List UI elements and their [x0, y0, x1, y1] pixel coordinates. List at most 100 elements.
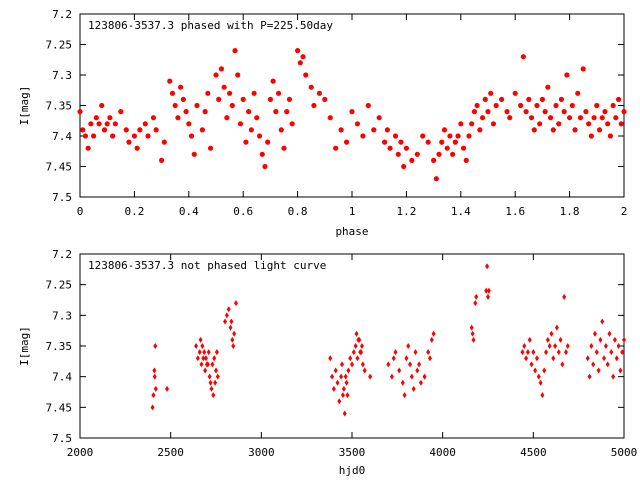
- data-point: [598, 336, 603, 343]
- data-point: [621, 109, 627, 115]
- data-point: [331, 385, 336, 392]
- data-point: [463, 157, 469, 163]
- data-point: [558, 96, 565, 102]
- data-series: [77, 48, 627, 182]
- data-point: [256, 133, 263, 139]
- data-point: [531, 127, 537, 133]
- data-point: [333, 367, 338, 374]
- data-point: [207, 373, 212, 380]
- data-point: [172, 102, 178, 109]
- data-point: [229, 318, 234, 325]
- data-point: [327, 115, 333, 121]
- data-point: [224, 312, 229, 319]
- data-point: [340, 361, 345, 368]
- data-point: [286, 96, 293, 102]
- data-point: [504, 109, 510, 115]
- data-point: [450, 151, 456, 157]
- data-point: [531, 349, 536, 356]
- data-point: [609, 349, 614, 356]
- data-point: [228, 324, 233, 331]
- data-point: [194, 343, 199, 349]
- data-point: [267, 96, 273, 102]
- data-point: [431, 157, 437, 163]
- data-point: [230, 336, 235, 343]
- data-point: [145, 133, 151, 139]
- data-point: [137, 127, 143, 133]
- data-point: [165, 385, 170, 392]
- data-point: [583, 109, 589, 115]
- data-point: [112, 121, 118, 127]
- data-point: [218, 66, 225, 72]
- data-point: [533, 367, 538, 374]
- data-point: [110, 133, 116, 139]
- data-point: [223, 318, 228, 325]
- data-point: [586, 121, 592, 127]
- data-point: [360, 133, 366, 139]
- data-point: [227, 90, 233, 96]
- data-point: [93, 115, 99, 121]
- data-point: [512, 90, 518, 96]
- data-point: [612, 336, 617, 343]
- data-point: [322, 96, 328, 102]
- data-point: [85, 145, 91, 151]
- x-tick-label: 1: [349, 205, 356, 218]
- data-point: [603, 343, 608, 349]
- data-point: [585, 355, 590, 362]
- x-tick-label: 0: [77, 205, 84, 218]
- data-point: [413, 349, 418, 356]
- data-point: [611, 373, 616, 380]
- data-point: [525, 349, 530, 356]
- data-point: [577, 115, 584, 121]
- data-point: [589, 343, 594, 349]
- data-point: [153, 385, 158, 392]
- data-point: [382, 139, 388, 145]
- data-point: [479, 115, 486, 121]
- data-point: [455, 133, 461, 139]
- data-point: [610, 102, 616, 109]
- data-point: [469, 121, 475, 127]
- data-point: [499, 96, 505, 102]
- data-point: [550, 127, 556, 133]
- data-point: [620, 349, 625, 356]
- data-point: [397, 367, 402, 374]
- data-point: [536, 373, 541, 380]
- data-point: [403, 145, 409, 151]
- data-point: [539, 96, 546, 102]
- data-point: [602, 355, 607, 362]
- data-point: [529, 361, 534, 368]
- data-point: [594, 349, 599, 356]
- data-point: [558, 336, 563, 343]
- data-point: [142, 121, 148, 127]
- data-point: [295, 48, 301, 54]
- data-point: [191, 151, 197, 157]
- data-point: [195, 355, 200, 362]
- chart-title: 123806-3537.3 phased with P=225.50day: [88, 19, 333, 32]
- data-point: [452, 139, 458, 145]
- data-point: [351, 349, 356, 356]
- data-point: [551, 355, 556, 362]
- data-point: [460, 145, 467, 151]
- x-tick-label: 0.4: [179, 205, 199, 218]
- data-point: [471, 336, 476, 343]
- data-point: [362, 367, 367, 374]
- data-point: [389, 373, 394, 380]
- data-point: [392, 133, 399, 139]
- data-point: [80, 127, 86, 133]
- x-tick-label: 3500: [339, 446, 366, 459]
- data-point: [345, 392, 350, 399]
- data-point: [237, 121, 244, 127]
- data-point: [376, 115, 382, 121]
- data-point: [233, 300, 238, 307]
- data-point: [91, 133, 97, 139]
- data-point: [418, 379, 423, 386]
- data-point: [592, 330, 597, 337]
- data-point: [82, 133, 89, 139]
- data-point: [202, 109, 208, 115]
- y-axis-label: I[mag]: [18, 86, 31, 126]
- data-point: [358, 349, 363, 356]
- data-point: [186, 121, 192, 127]
- data-point: [614, 355, 619, 362]
- data-point: [441, 127, 448, 133]
- data-point: [493, 102, 499, 109]
- data-point: [200, 343, 205, 349]
